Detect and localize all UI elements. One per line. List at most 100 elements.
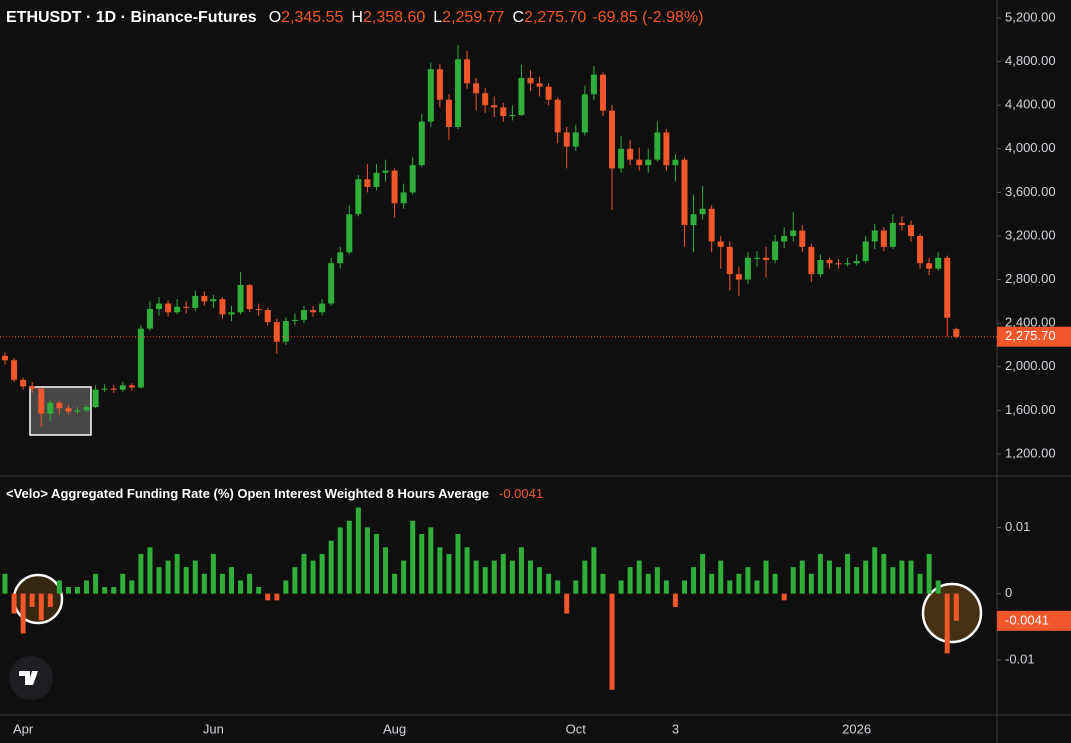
funding-bar bbox=[582, 560, 588, 594]
funding-bar bbox=[645, 573, 651, 594]
funding-bar bbox=[129, 580, 135, 594]
candle-body bbox=[744, 257, 751, 280]
candle-body bbox=[491, 105, 498, 108]
funding-bar bbox=[428, 527, 434, 594]
y-tick-label: 2,000.00 bbox=[1005, 358, 1056, 373]
candle-body bbox=[418, 121, 425, 166]
chart-header: ETHUSDT · 1D · Binance-Futures O2,345.55 H… bbox=[6, 9, 703, 26]
candle-body bbox=[264, 310, 271, 323]
y-tick-label: 4,800.00 bbox=[1005, 53, 1056, 68]
candle-body bbox=[2, 355, 8, 361]
candle-body bbox=[300, 310, 307, 320]
y-tick-label: 0.01 bbox=[1005, 519, 1030, 534]
candle-body bbox=[862, 241, 869, 262]
funding-bar bbox=[84, 580, 90, 594]
candle-body bbox=[228, 312, 235, 315]
candle-body bbox=[246, 285, 253, 310]
candle-body bbox=[482, 93, 489, 106]
funding-bar bbox=[926, 553, 932, 594]
funding-bar bbox=[700, 553, 706, 594]
funding-bar bbox=[718, 560, 724, 594]
current-value-badge bbox=[997, 610, 1071, 631]
candle-body bbox=[772, 241, 779, 260]
candle-body bbox=[835, 263, 842, 265]
ohlc-label: L bbox=[433, 9, 442, 26]
funding-bar bbox=[346, 520, 352, 594]
candle-body bbox=[355, 179, 362, 215]
candle-body bbox=[654, 132, 661, 160]
candle-body bbox=[880, 230, 887, 247]
funding-bar bbox=[38, 593, 44, 621]
candle-body bbox=[445, 99, 452, 127]
funding-bar bbox=[618, 580, 624, 594]
funding-bar bbox=[274, 593, 280, 601]
candle-body bbox=[74, 410, 81, 412]
funding-bar bbox=[283, 580, 289, 594]
ohlc-label: C bbox=[512, 9, 524, 26]
candle-body bbox=[898, 222, 905, 226]
candle-body bbox=[20, 379, 27, 387]
candle-body bbox=[310, 310, 317, 313]
candle-body bbox=[554, 99, 561, 133]
funding-bar bbox=[917, 573, 923, 594]
funding-bar bbox=[11, 593, 17, 614]
funding-bar bbox=[600, 573, 606, 594]
funding-bar bbox=[781, 593, 787, 601]
candle-body bbox=[210, 299, 217, 302]
funding-bar bbox=[817, 553, 823, 594]
candle-body bbox=[509, 114, 516, 117]
candle-body bbox=[889, 222, 896, 247]
funding-bar bbox=[74, 587, 80, 594]
funding-bar bbox=[863, 560, 869, 594]
funding-bar bbox=[591, 547, 597, 594]
funding-bar bbox=[392, 573, 398, 594]
candle-body bbox=[56, 402, 63, 409]
candle-body bbox=[572, 132, 579, 147]
candle-body bbox=[436, 69, 443, 100]
funding-bar bbox=[808, 573, 814, 594]
funding-bar bbox=[229, 567, 234, 594]
y-tick-label: 3,600.00 bbox=[1005, 184, 1056, 199]
funding-bar bbox=[654, 567, 660, 594]
funding-bar bbox=[192, 560, 198, 594]
funding-bar bbox=[872, 547, 878, 594]
x-tick-label: Oct bbox=[566, 721, 587, 736]
candle-body bbox=[373, 172, 380, 187]
candle-body bbox=[38, 388, 45, 414]
candle-body bbox=[500, 107, 507, 117]
funding-bar bbox=[509, 560, 515, 594]
candle-body bbox=[65, 408, 72, 412]
funding-bar bbox=[419, 534, 425, 594]
funding-bar bbox=[410, 520, 416, 594]
funding-bar bbox=[627, 567, 633, 594]
ohlc-label: H bbox=[351, 9, 363, 26]
funding-bar bbox=[111, 587, 117, 594]
candle-body bbox=[110, 388, 117, 390]
funding-bar bbox=[636, 560, 642, 594]
candle-body bbox=[663, 132, 670, 166]
candle-body bbox=[871, 230, 878, 242]
funding-bar bbox=[292, 567, 298, 594]
x-tick-label: Aug bbox=[383, 721, 406, 736]
candle-body bbox=[146, 309, 153, 329]
funding-bar bbox=[183, 567, 189, 594]
funding-bar bbox=[238, 580, 244, 594]
funding-bar bbox=[727, 580, 733, 594]
funding-bar bbox=[301, 553, 307, 594]
funding-bar bbox=[672, 593, 678, 607]
highlight-circle bbox=[921, 582, 983, 644]
candle-body bbox=[391, 170, 398, 204]
candle-body bbox=[273, 322, 280, 342]
funding-bar bbox=[691, 567, 697, 594]
candle-body bbox=[545, 86, 552, 100]
funding-bar bbox=[745, 567, 751, 594]
funding-bar bbox=[201, 573, 207, 594]
y-tick-label: 0 bbox=[1005, 585, 1012, 600]
candle-body bbox=[328, 263, 335, 304]
funding-bar bbox=[953, 593, 959, 621]
candle-body bbox=[753, 257, 760, 259]
funding-bar bbox=[247, 573, 253, 594]
candle-body bbox=[128, 385, 135, 388]
candle-body bbox=[726, 246, 733, 275]
funding-bar bbox=[908, 560, 914, 594]
